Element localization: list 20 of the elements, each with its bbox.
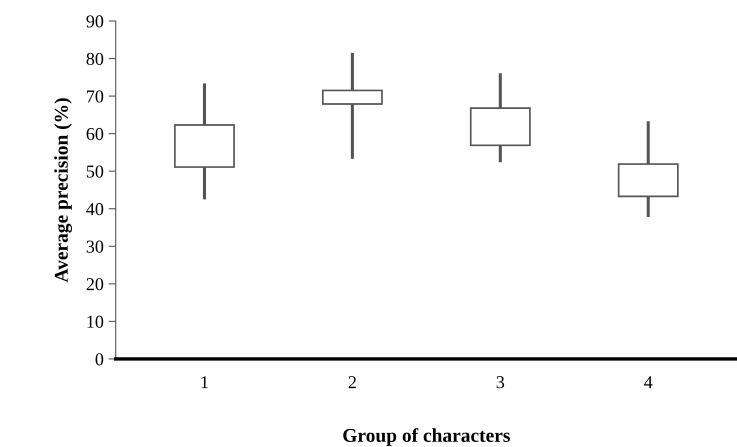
y-axis-title: Average precision (%): [54, 98, 72, 282]
candlestick: [174, 83, 235, 200]
y-tick-label: 40: [86, 203, 104, 216]
y-tick-label: 20: [86, 278, 104, 290]
y-tick-label: 60: [86, 128, 104, 140]
candlestick: [470, 73, 531, 162]
y-tick-label: 50: [86, 165, 104, 178]
candlestick: [322, 52, 383, 159]
y-tick-label: 0: [96, 353, 104, 366]
x-tick-label: 3: [496, 376, 504, 388]
y-tick-label: 80: [86, 52, 104, 65]
y-tick-label: 90: [86, 15, 104, 28]
x-tick-label: 4: [644, 376, 652, 388]
y-tick-label: 30: [86, 240, 104, 253]
y-tick-label: 70: [87, 90, 104, 103]
x-axis-title: Group of characters: [343, 428, 510, 446]
y-tick-label: 10: [87, 316, 104, 328]
candlestick: [618, 121, 679, 218]
x-tick-label: 1: [202, 376, 208, 388]
x-tick-label: 2: [348, 376, 356, 388]
